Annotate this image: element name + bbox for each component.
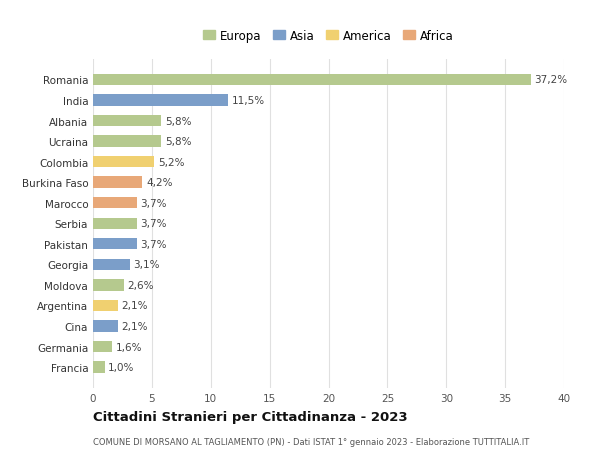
Text: 3,7%: 3,7% [140, 239, 167, 249]
Text: 3,1%: 3,1% [133, 260, 160, 270]
Bar [93, 116, 161, 127]
Text: 5,8%: 5,8% [165, 137, 191, 147]
Bar [93, 259, 130, 270]
Bar [93, 177, 142, 188]
Bar [93, 218, 137, 230]
Bar [93, 362, 105, 373]
Bar [93, 321, 118, 332]
Text: Cittadini Stranieri per Cittadinanza - 2023: Cittadini Stranieri per Cittadinanza - 2… [93, 410, 407, 423]
Text: 4,2%: 4,2% [146, 178, 172, 188]
Bar [93, 280, 124, 291]
Text: 3,7%: 3,7% [140, 219, 167, 229]
Bar [93, 239, 137, 250]
Text: 1,0%: 1,0% [109, 362, 134, 372]
Bar [93, 341, 112, 353]
Bar [93, 300, 118, 311]
Text: 37,2%: 37,2% [535, 75, 568, 85]
Text: 5,8%: 5,8% [165, 116, 191, 126]
Text: 2,6%: 2,6% [127, 280, 154, 290]
Text: 3,7%: 3,7% [140, 198, 167, 208]
Text: 1,6%: 1,6% [115, 342, 142, 352]
Text: 2,1%: 2,1% [121, 321, 148, 331]
Text: COMUNE DI MORSANO AL TAGLIAMENTO (PN) - Dati ISTAT 1° gennaio 2023 - Elaborazion: COMUNE DI MORSANO AL TAGLIAMENTO (PN) - … [93, 437, 529, 446]
Text: 2,1%: 2,1% [121, 301, 148, 311]
Text: 11,5%: 11,5% [232, 96, 265, 106]
Bar [93, 157, 154, 168]
Legend: Europa, Asia, America, Africa: Europa, Asia, America, Africa [203, 29, 454, 42]
Bar [93, 198, 137, 209]
Text: 5,2%: 5,2% [158, 157, 184, 167]
Bar [93, 136, 161, 147]
Bar [93, 95, 229, 106]
Bar [93, 75, 531, 86]
